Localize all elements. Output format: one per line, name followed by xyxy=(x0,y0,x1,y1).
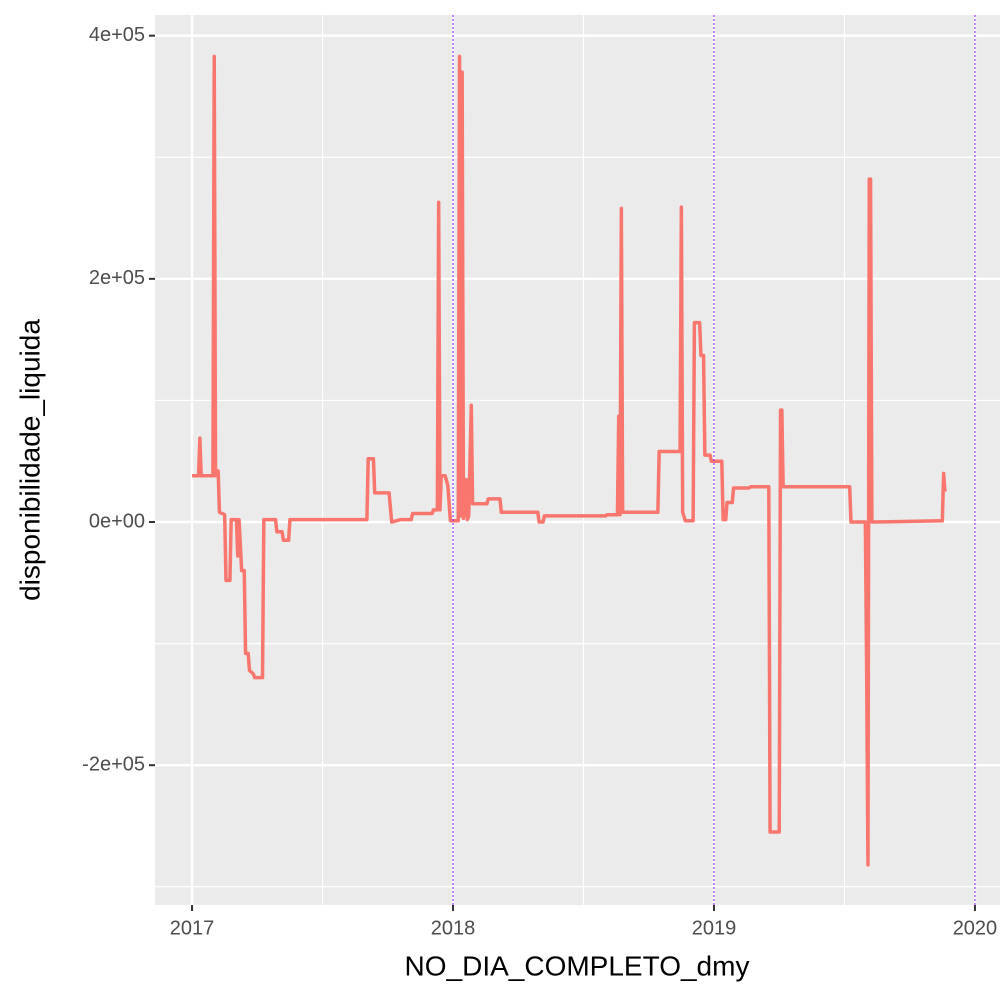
axes: -2e+05 0e+00 2e+05 4e+05 2017 2018 2019 2020 xyxy=(82,24,997,939)
x-tick-label: 2017 xyxy=(170,917,215,939)
panel xyxy=(155,15,1000,905)
x-tick-label: 2018 xyxy=(431,917,476,939)
marks xyxy=(192,15,976,905)
y-tick-label: 4e+05 xyxy=(89,24,145,46)
x-tick-label: 2019 xyxy=(692,917,737,939)
y-tick-label: -2e+05 xyxy=(82,753,145,775)
data-line xyxy=(192,54,947,867)
y-axis-title: disponibilidade_liquida xyxy=(14,319,45,601)
y-tick-label: 0e+00 xyxy=(89,510,145,532)
y-tick-label: 2e+05 xyxy=(89,267,145,289)
x-tick-label: 2020 xyxy=(953,917,998,939)
x-axis-title: NO_DIA_COMPLETO_dmy xyxy=(405,950,750,981)
